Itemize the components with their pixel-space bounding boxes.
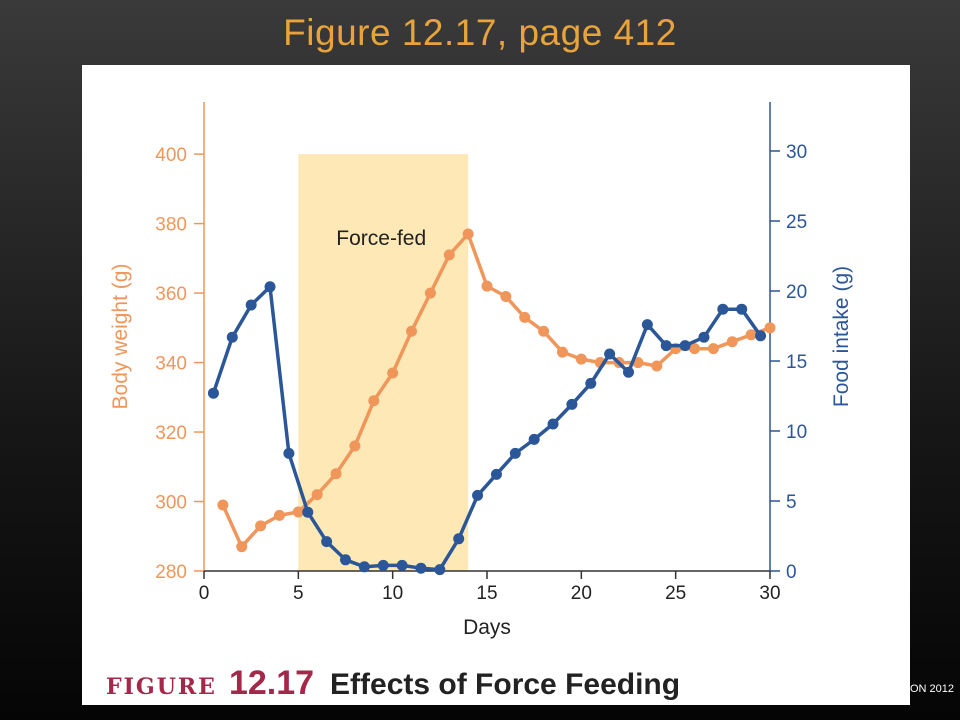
food-intake-point [623, 366, 634, 378]
force-fed-label: Force-fed [336, 227, 426, 250]
food-intake-point [415, 562, 427, 574]
body-weight-point [500, 291, 512, 303]
food-intake-line [211, 285, 763, 572]
left-tick-label: 340 [155, 354, 187, 375]
x-tick-label: 30 [759, 583, 780, 604]
caption-text: Effects of Force Feeding [330, 668, 681, 701]
x-tick-label: 5 [293, 583, 304, 604]
body-weight-point [273, 509, 285, 521]
body-weight-point [217, 499, 229, 511]
food-intake-point [453, 533, 465, 545]
food-intake-point [340, 554, 351, 566]
food-intake-point [566, 398, 578, 410]
x-tick-label: 10 [382, 583, 403, 604]
body-weight-point [556, 346, 568, 358]
figure-panel: Force-fed 280 300 320 340 360 380 400 Body weigh… [82, 65, 910, 705]
left-tick-label: 320 [155, 423, 187, 444]
body-weight-point [311, 489, 323, 501]
food-intake-point [207, 387, 219, 399]
body-weight-point [255, 520, 267, 532]
x-axis-label: Days [463, 616, 511, 639]
food-intake-point [245, 299, 257, 311]
left-tick-label: 360 [155, 284, 187, 305]
food-intake-point [679, 340, 691, 352]
food-intake-point [717, 303, 729, 315]
figure-caption: FIGURE 12.17 Effects of Force Feeding [106, 664, 680, 704]
food-intake-point [509, 447, 521, 459]
force-fed-region [298, 154, 469, 571]
left-tick-label: 280 [155, 562, 187, 583]
right-tick-label: 10 [786, 422, 807, 443]
body-weight-point [443, 249, 455, 261]
body-weight-point [330, 468, 342, 480]
food-intake-point [321, 536, 333, 548]
right-tick-label: 15 [786, 352, 807, 373]
food-intake-point [434, 564, 446, 576]
right-tick-label: 25 [786, 212, 807, 233]
body-weight-point [236, 541, 248, 553]
food-intake-point [264, 281, 276, 293]
body-weight-point [726, 336, 738, 348]
food-intake-point [547, 418, 559, 430]
body-weight-point [481, 280, 493, 292]
body-weight-point [424, 287, 436, 299]
caption-figure-word: FIGURE [106, 674, 217, 700]
caption-figure-number: 12.17 [228, 664, 315, 702]
body-weight-point [764, 322, 776, 334]
food-intake-point [377, 559, 389, 571]
body-weight-point [349, 440, 361, 452]
body-weight-point [651, 360, 663, 372]
right-tick-label: 5 [786, 492, 797, 513]
copyright-text: ON 2012 [910, 683, 955, 695]
body-weight-point [519, 311, 531, 323]
x-tick-label: 15 [476, 583, 497, 604]
food-intake-point [302, 506, 314, 518]
left-axis-label: Body weight (g) [109, 264, 132, 410]
slide-title: Figure 12.17, page 412 [283, 12, 677, 53]
food-intake-point [226, 331, 238, 343]
body-weight-point [406, 325, 418, 337]
food-intake-point [604, 348, 616, 360]
left-tick-label: 300 [155, 493, 187, 514]
right-tick-label: 0 [786, 562, 797, 583]
food-intake-point [736, 303, 748, 315]
body-weight-point [387, 367, 399, 379]
body-weight-point [745, 329, 757, 341]
food-intake-point [396, 559, 408, 571]
food-intake-point [472, 489, 484, 501]
right-tick-label: 20 [786, 282, 807, 303]
body-weight-point [368, 395, 380, 407]
body-weight-point [462, 228, 474, 240]
food-intake-point [528, 433, 540, 445]
food-intake-point [490, 468, 502, 480]
food-intake-point [641, 319, 653, 331]
food-intake-point [585, 377, 597, 389]
x-tick-label: 20 [571, 583, 592, 604]
body-weight-point [689, 343, 701, 355]
food-intake-point [358, 561, 370, 573]
body-weight-point [707, 343, 719, 355]
food-intake-point [660, 340, 672, 352]
right-axis-label: Food intake (g) [830, 266, 853, 407]
body-weight-point [292, 506, 304, 518]
x-tick-label: 0 [199, 583, 210, 604]
left-tick-label: 400 [155, 145, 187, 166]
x-tick-label: 25 [665, 583, 686, 604]
food-intake-point [698, 331, 710, 343]
left-tick-label: 380 [155, 215, 187, 236]
right-tick-label: 30 [786, 142, 807, 163]
food-intake-point [283, 447, 295, 459]
food-intake-point [755, 330, 767, 342]
body-weight-point [538, 325, 550, 337]
body-weight-point [575, 353, 587, 365]
